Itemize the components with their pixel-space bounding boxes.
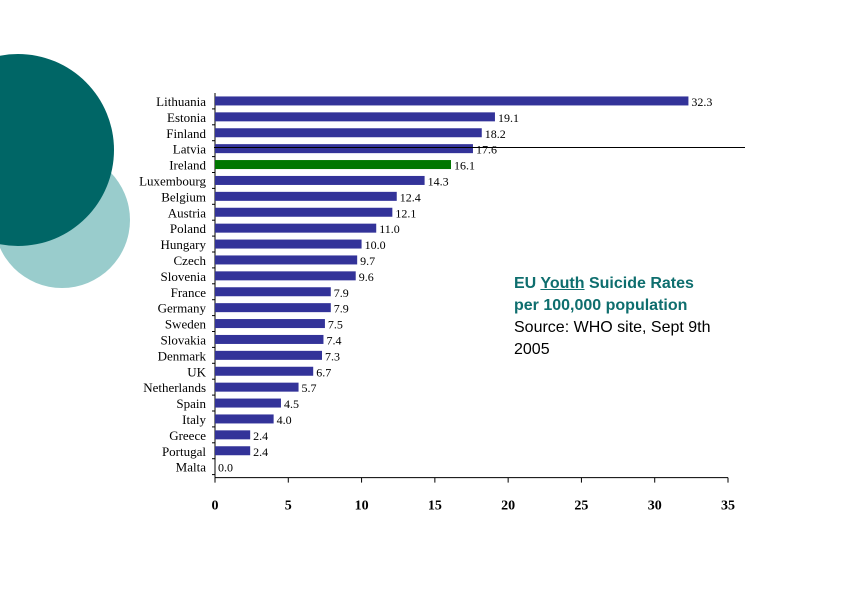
value-label: 2.4 bbox=[253, 445, 268, 459]
x-tick-label: 5 bbox=[285, 499, 292, 514]
category-label: Czech bbox=[174, 253, 207, 268]
value-label: 9.6 bbox=[359, 270, 374, 284]
bar-estonia bbox=[215, 112, 495, 122]
category-label: UK bbox=[187, 364, 206, 379]
bar-austria bbox=[215, 207, 393, 217]
x-tick-label: 30 bbox=[648, 499, 662, 514]
caption-youth: Youth bbox=[540, 275, 585, 292]
value-label: 2.4 bbox=[253, 429, 268, 443]
category-label: Ireland bbox=[169, 158, 206, 173]
x-tick-label: 20 bbox=[501, 499, 515, 514]
value-label: 7.9 bbox=[334, 286, 349, 300]
caption-title-line1: EU Youth Suicide Rates bbox=[514, 273, 814, 295]
bar-hungary bbox=[215, 239, 362, 249]
value-label: 11.0 bbox=[379, 222, 400, 236]
category-label: Belgium bbox=[161, 189, 206, 204]
bar-netherlands bbox=[215, 382, 299, 392]
bar-finland bbox=[215, 128, 482, 138]
bar-sweden bbox=[215, 319, 325, 329]
decorative-circles bbox=[0, 54, 130, 288]
value-label: 7.9 bbox=[334, 302, 349, 316]
caption-source-line1: Source: WHO site, Sept 9th bbox=[514, 319, 711, 336]
bar-spain bbox=[215, 398, 281, 408]
value-label: 7.3 bbox=[325, 349, 340, 363]
bar-denmark bbox=[215, 350, 322, 360]
bar-germany bbox=[215, 303, 331, 313]
value-label: 9.7 bbox=[360, 254, 375, 268]
category-label: Slovenia bbox=[161, 269, 207, 284]
value-label: 19.1 bbox=[498, 111, 519, 125]
value-label: 14.3 bbox=[428, 174, 449, 188]
category-label: Austria bbox=[168, 205, 207, 220]
category-label: Germany bbox=[158, 301, 207, 316]
value-label: 7.4 bbox=[326, 333, 341, 347]
category-label: Finland bbox=[166, 126, 206, 141]
value-label: 5.7 bbox=[302, 381, 317, 395]
bar-portugal bbox=[215, 446, 251, 456]
x-tick-label: 15 bbox=[428, 499, 442, 514]
value-label: 17.6 bbox=[476, 143, 497, 157]
bar-latvia bbox=[215, 144, 473, 154]
value-label: 7.5 bbox=[328, 318, 343, 332]
value-label: 32.3 bbox=[691, 95, 712, 109]
caption-suffix: Suicide Rates bbox=[588, 275, 694, 292]
bar-france bbox=[215, 287, 331, 297]
category-label: Luxembourg bbox=[139, 173, 206, 188]
value-label: 0.0 bbox=[218, 461, 233, 475]
caption-title-line2: per 100,000 population bbox=[514, 297, 688, 314]
category-label: Estonia bbox=[167, 110, 206, 125]
value-label: 12.1 bbox=[395, 206, 416, 220]
category-label: Netherlands bbox=[143, 380, 206, 395]
value-label: 4.0 bbox=[277, 413, 292, 427]
dark-teal-circle bbox=[0, 54, 114, 246]
value-label: 4.5 bbox=[284, 397, 299, 411]
x-tick-label: 25 bbox=[574, 499, 588, 514]
value-label: 10.0 bbox=[365, 238, 386, 252]
category-label: Spain bbox=[176, 396, 206, 411]
bar-italy bbox=[215, 414, 274, 424]
bar-poland bbox=[215, 223, 377, 233]
category-label: Lithuania bbox=[156, 94, 206, 109]
category-label: France bbox=[171, 285, 207, 300]
bar-czech bbox=[215, 255, 358, 265]
value-label: 6.7 bbox=[316, 365, 331, 379]
category-label: Sweden bbox=[165, 317, 207, 332]
bar-slovenia bbox=[215, 271, 356, 281]
bar-luxembourg bbox=[215, 175, 425, 185]
value-label: 18.2 bbox=[485, 127, 506, 141]
category-label: Latvia bbox=[173, 142, 206, 157]
caption-prefix: EU bbox=[514, 275, 537, 292]
x-tick-label: 10 bbox=[355, 499, 369, 514]
caption-source-line2: 2005 bbox=[514, 341, 550, 358]
chart-caption: EU Youth Suicide Rates per 100,000 popul… bbox=[514, 273, 814, 361]
horizontal-rule bbox=[214, 147, 745, 148]
category-label: Greece bbox=[169, 428, 206, 443]
value-label: 12.4 bbox=[400, 190, 421, 204]
bar-greece bbox=[215, 430, 251, 440]
bar-slovakia bbox=[215, 334, 324, 344]
category-label: Poland bbox=[170, 221, 207, 236]
bar-ireland bbox=[215, 160, 451, 170]
x-tick-label: 35 bbox=[721, 499, 735, 514]
category-label: Italy bbox=[182, 412, 206, 427]
x-tick-label: 0 bbox=[212, 499, 219, 514]
bar-belgium bbox=[215, 191, 397, 201]
bar-lithuania bbox=[215, 96, 689, 106]
bar-uk bbox=[215, 366, 314, 376]
category-label: Portugal bbox=[162, 444, 206, 459]
category-label: Slovakia bbox=[161, 332, 207, 347]
category-label: Malta bbox=[176, 460, 207, 475]
category-label: Hungary bbox=[161, 237, 207, 252]
value-label: 16.1 bbox=[454, 159, 475, 173]
category-label: Denmark bbox=[158, 348, 207, 363]
